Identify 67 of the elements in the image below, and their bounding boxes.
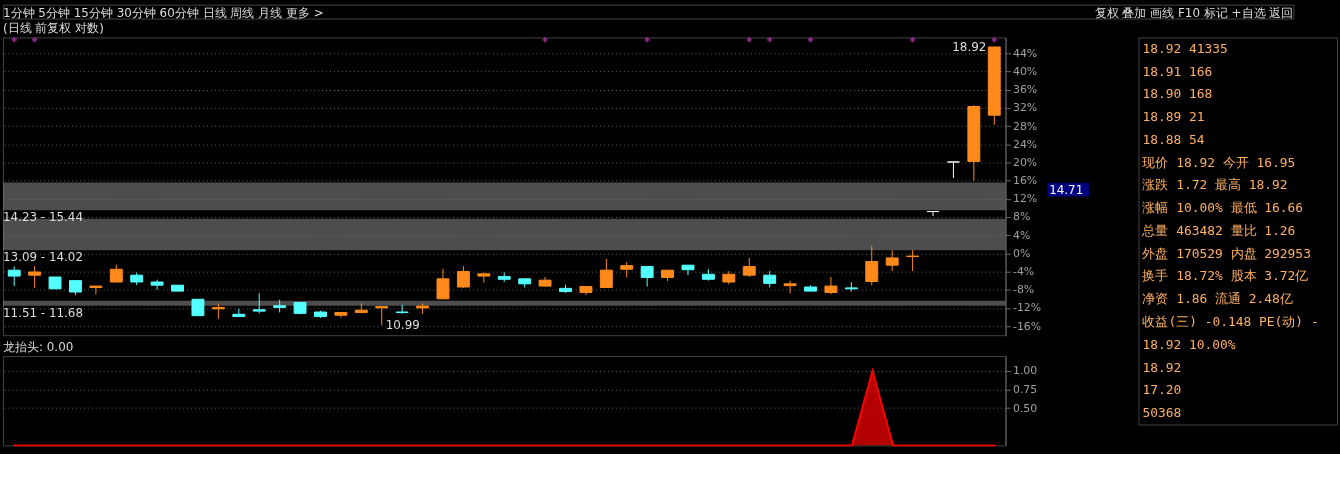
- candlestick: [395, 304, 409, 315]
- y-tick-label: 0.50: [1012, 401, 1038, 415]
- y-tick-label: 0%: [1012, 246, 1031, 260]
- y-tick-label: 1.00: [1012, 364, 1038, 378]
- text: 换手 18.72% 股本 3.72亿: [1142, 268, 1309, 284]
- chart-title: (日线 前复权 对数): [2, 21, 104, 36]
- candlestick: [946, 161, 960, 179]
- candlestick: [640, 266, 654, 288]
- y-tick-label: 28%: [1012, 119, 1038, 133]
- text: 14.71: [1049, 182, 1084, 197]
- candlestick: [89, 285, 103, 295]
- candlestick: [211, 302, 225, 320]
- text: 18.89 21: [1142, 109, 1205, 125]
- text: 外盘 170529 内盘 292953: [1142, 245, 1311, 261]
- candlestick: [824, 276, 838, 295]
- candlestick: [28, 265, 42, 289]
- text: 现价 18.92 今开 16.95: [1142, 154, 1296, 170]
- text: 18.92: [1142, 359, 1182, 375]
- y-tick-label: 44%: [1012, 46, 1038, 60]
- candlestick: [7, 266, 21, 287]
- candlestick: [906, 249, 920, 272]
- candlestick: [742, 257, 756, 278]
- text: 18.92 41335: [1142, 40, 1228, 56]
- text: 涨跌 1.72 最高 18.92: [1142, 177, 1288, 193]
- text: 17.20: [1142, 382, 1182, 398]
- text: 18.91 166: [1142, 63, 1213, 79]
- text: 18.90 168: [1142, 86, 1213, 102]
- y-tick-label: -8%: [1012, 283, 1035, 297]
- y-tick-label: 40%: [1012, 64, 1038, 78]
- y-tick-label: 12%: [1012, 192, 1038, 206]
- text: 涨幅 10.00% 最低 16.66: [1142, 200, 1304, 216]
- band-label: 11.51 - 11.68: [2, 305, 84, 320]
- text: 复权 叠加 画线 F10 标记 +自选 返回: [1094, 5, 1294, 20]
- candlestick: [783, 280, 797, 294]
- candlestick: [885, 249, 899, 272]
- y-tick-label: 36%: [1012, 83, 1038, 97]
- y-tick-label: 4%: [1012, 228, 1031, 242]
- text: 收益(三) -0.148 PE(动) -: [1142, 314, 1319, 330]
- candlestick: [456, 265, 470, 289]
- text: 18.88 54: [1142, 131, 1205, 147]
- candlestick: [375, 306, 389, 326]
- annotation: 18.92: [952, 39, 987, 54]
- band-label: 14.23 - 15.44: [2, 210, 84, 225]
- candlestick: [252, 292, 266, 314]
- text: 18.92 10.00%: [1142, 336, 1236, 352]
- text: 净资 1.86 流通 2.48亿: [1142, 291, 1293, 307]
- candlestick: [150, 279, 164, 291]
- candlestick: [926, 211, 940, 217]
- text: 50368: [1142, 405, 1182, 421]
- y-tick-label: -16%: [1012, 319, 1042, 333]
- chart-title: 龙抬头: 0.00: [2, 340, 74, 355]
- y-tick-label: 16%: [1012, 174, 1038, 188]
- y-tick-label: -4%: [1012, 265, 1035, 279]
- candlestick: [599, 258, 613, 289]
- text: 1分钟 5分钟 15分钟 30分钟 60分钟 日线 周线 月线 更多 >: [2, 5, 324, 20]
- candlestick: [681, 264, 695, 276]
- y-tick-label: 8%: [1012, 210, 1031, 224]
- candlestick: [436, 268, 450, 300]
- y-tick-label: 32%: [1012, 101, 1038, 115]
- y-tick-label: 0.75: [1012, 383, 1038, 397]
- band-label: 13.09 - 14.02: [2, 250, 84, 265]
- y-tick-label: 20%: [1012, 155, 1038, 169]
- y-tick-label: 24%: [1012, 137, 1038, 151]
- text: 总量 463482 量比 1.26: [1141, 222, 1296, 238]
- annotation: 10.99: [385, 318, 420, 333]
- candlestick: [865, 245, 879, 286]
- y-tick-label: -12%: [1012, 301, 1042, 315]
